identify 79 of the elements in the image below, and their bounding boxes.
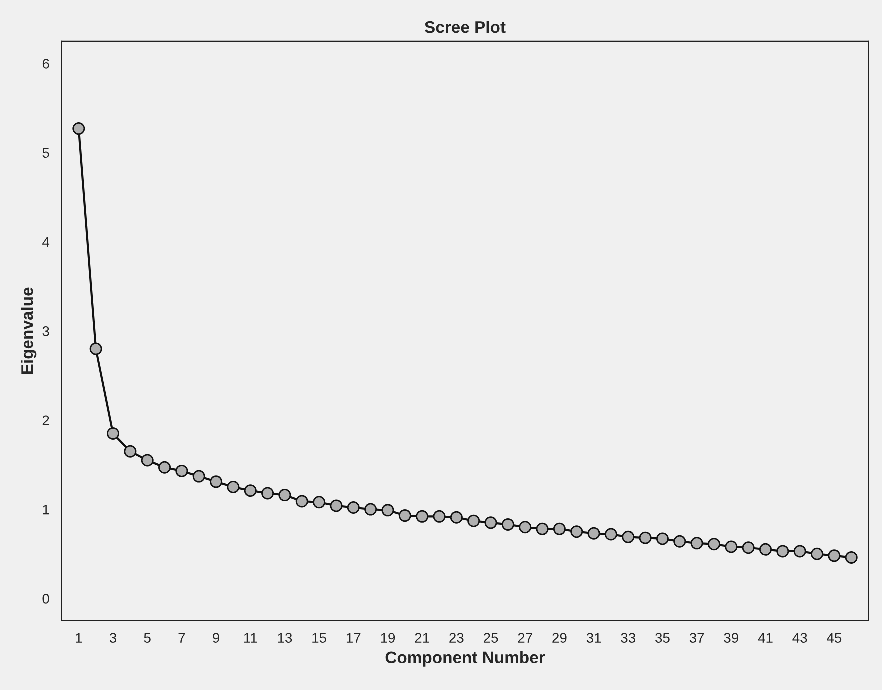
point — [484, 516, 498, 530]
x-tick-label: 1 — [76, 633, 82, 643]
point — [90, 342, 102, 356]
y-axis-title: Eigenvalue — [21, 288, 37, 374]
point — [107, 427, 120, 440]
y-tick-label: 0 — [42, 594, 50, 604]
point — [674, 535, 686, 548]
x-tick-label: 15 — [312, 633, 326, 644]
point — [588, 527, 600, 540]
x-tick-label: 7 — [178, 633, 186, 643]
x-tick-label: 19 — [381, 633, 396, 644]
y-tick-label: 4 — [42, 238, 50, 248]
point — [690, 537, 704, 550]
point — [502, 518, 514, 531]
point — [347, 502, 360, 514]
x-tick-label: 5 — [144, 633, 151, 644]
point — [278, 489, 292, 502]
y-tick-label: 6 — [42, 59, 50, 69]
point — [811, 548, 824, 560]
point — [759, 543, 772, 556]
x-tick-label: 37 — [690, 633, 704, 644]
y-tick-label: 2 — [42, 416, 50, 426]
x-tick-label: 41 — [758, 633, 773, 643]
point — [262, 487, 274, 500]
point — [433, 510, 446, 523]
y-tick-label: 5 — [42, 148, 50, 158]
x-tick-label: 9 — [213, 633, 220, 644]
point — [210, 476, 223, 488]
point — [313, 496, 326, 509]
x-tick-label: 25 — [484, 633, 498, 644]
point — [364, 503, 378, 516]
point — [468, 514, 480, 528]
x-tick-label: 29 — [552, 633, 567, 644]
point — [656, 532, 669, 546]
point — [725, 540, 738, 554]
point — [828, 550, 841, 562]
x-tick-label: 21 — [415, 633, 430, 643]
x-axis-title: Component Number — [386, 651, 546, 667]
point — [776, 545, 790, 558]
x-tick-label: 39 — [724, 633, 738, 644]
x-tick-label: 13 — [278, 633, 292, 644]
chart-title: Scree Plot — [424, 20, 506, 34]
point — [742, 542, 755, 554]
x-tick-label: 31 — [586, 633, 602, 644]
x-tick-label: 23 — [450, 633, 464, 644]
x-tick-label: 3 — [110, 633, 117, 644]
x-tick-label: 35 — [656, 633, 670, 644]
point — [794, 545, 806, 558]
point — [416, 510, 429, 523]
point — [536, 522, 549, 536]
point — [553, 522, 566, 536]
x-tick-label: 17 — [346, 633, 361, 643]
point — [450, 511, 463, 524]
point — [124, 445, 137, 458]
x-tick-label: 33 — [621, 633, 636, 644]
point — [330, 500, 343, 512]
x-tick-label: 43 — [792, 633, 808, 644]
point — [845, 551, 858, 564]
x-tick-label: 27 — [518, 633, 532, 643]
point — [244, 484, 257, 498]
point — [604, 528, 618, 541]
point — [639, 532, 652, 544]
point — [192, 470, 206, 483]
point — [141, 454, 154, 467]
point — [72, 122, 86, 136]
x-tick-label: 45 — [827, 633, 842, 644]
point — [570, 526, 584, 538]
x-tick-label: 11 — [244, 633, 258, 643]
point — [158, 461, 172, 474]
point — [227, 480, 240, 494]
point — [622, 530, 635, 544]
y-tick-label: 3 — [42, 326, 50, 336]
point — [296, 495, 308, 508]
point — [398, 510, 412, 522]
point — [382, 504, 394, 517]
point — [176, 464, 188, 478]
point — [708, 538, 720, 551]
point — [519, 521, 532, 534]
y-tick-label: 1 — [43, 505, 50, 515]
